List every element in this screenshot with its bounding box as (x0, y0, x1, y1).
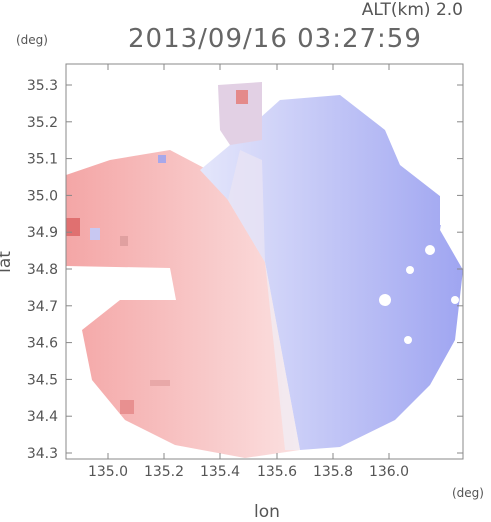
x-tick-label: 135.8 (313, 464, 353, 480)
y-tick-label: 34.8 (27, 262, 58, 278)
plot-frame (65, 63, 464, 460)
x-tick-label: 135.0 (88, 464, 128, 480)
x-tick-label: 136.0 (369, 464, 409, 480)
y-tick-label: 34.9 (27, 225, 58, 241)
x-tick-label: 135.2 (144, 464, 184, 480)
y-tick-label: 35.1 (27, 152, 58, 168)
axis-ticks: 135.0 135.2 135.4 135.6 135.8 136.0 35.3 35.2 35… (27, 64, 463, 480)
velocity-field (66, 82, 463, 458)
x-axis-label: lon (254, 502, 280, 522)
y-unit-label: (deg) (16, 33, 48, 47)
y-tick-label: 35.2 (27, 115, 58, 131)
y-tick-label: 34.6 (27, 336, 58, 352)
timestamp-title: 2013/09/16 03:27:59 (128, 24, 422, 54)
y-tick-label: 35.0 (27, 188, 58, 204)
x-unit-label: (deg) (452, 486, 484, 500)
y-tick-label: 34.7 (27, 299, 58, 315)
x-tick-label: 135.4 (200, 464, 240, 480)
y-tick-label: 34.5 (27, 372, 58, 388)
y-tick-label: 34.3 (27, 446, 58, 462)
x-tick-label: 135.6 (257, 464, 297, 480)
y-tick-label: 34.4 (27, 409, 58, 425)
altitude-label: ALT(km) 2.0 (361, 0, 463, 20)
y-tick-label: 35.3 (27, 78, 58, 94)
